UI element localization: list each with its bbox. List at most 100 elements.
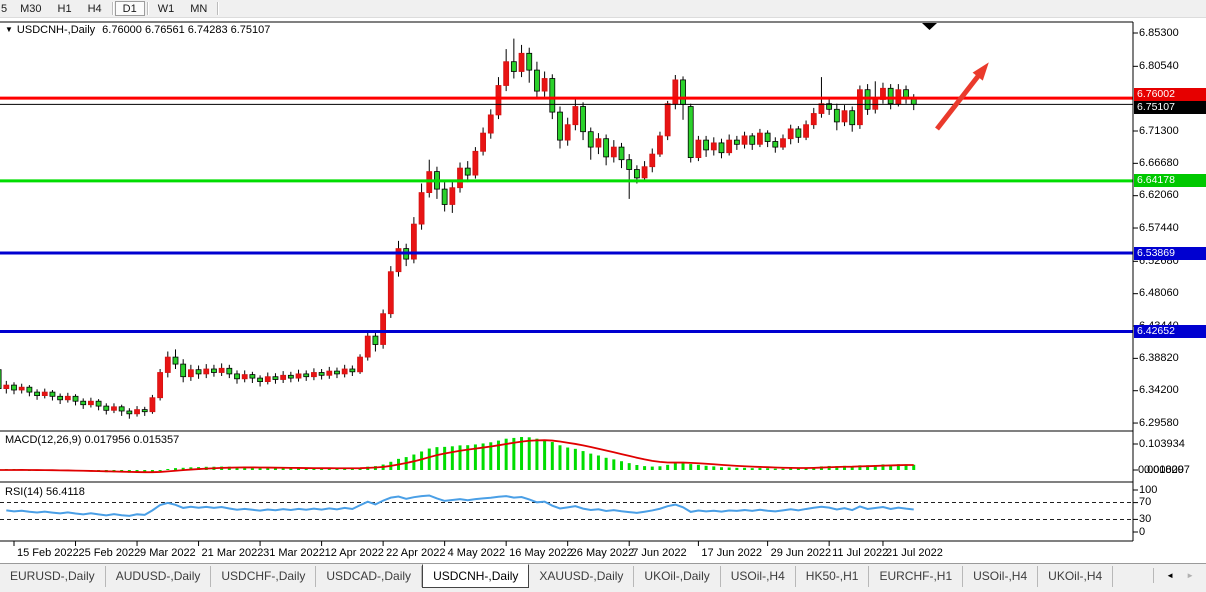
macd-histogram-bar: [743, 468, 746, 470]
bear-candle: [888, 88, 893, 103]
timeframe-button-5[interactable]: 5: [0, 1, 12, 16]
bear-candle: [73, 396, 78, 401]
macd-histogram-bar: [689, 464, 692, 470]
rsi-scale-label: 100: [1139, 484, 1157, 497]
macd-histogram-bar: [443, 447, 446, 470]
price-tick-label: 6.29580: [1139, 417, 1179, 430]
macd-histogram-bar: [674, 463, 677, 470]
bear-candle: [235, 374, 240, 379]
bear-candle: [627, 160, 632, 170]
bull-candle: [657, 136, 662, 154]
bull-candle: [450, 188, 455, 205]
macd-histogram-bar: [597, 455, 600, 470]
bear-candle: [750, 136, 755, 144]
rsi-scale-label: 70: [1139, 496, 1151, 509]
timeframe-button-d1[interactable]: D1: [115, 1, 145, 16]
tab-xauusd-daily[interactable]: XAUUSD-,Daily: [529, 566, 634, 587]
tab-ukoil-daily[interactable]: UKOil-,Daily: [634, 566, 720, 587]
macd-histogram-bar: [635, 465, 638, 470]
bull-candle: [88, 401, 93, 405]
bear-candle: [373, 336, 378, 344]
bull-candle: [650, 154, 655, 167]
bear-candle: [58, 396, 63, 400]
tab-usdcnh-daily[interactable]: USDCNH-,Daily: [422, 564, 529, 588]
tab-usdcad-daily[interactable]: USDCAD-,Daily: [316, 566, 422, 587]
tab-hk50-h1[interactable]: HK50-,H1: [796, 566, 870, 587]
bull-candle: [804, 125, 809, 138]
bear-candle: [104, 406, 109, 410]
macd-histogram-bar: [589, 454, 592, 470]
bull-candle: [358, 357, 363, 372]
bull-candle: [611, 147, 616, 157]
tab-usoil-h4[interactable]: USOil-,H4: [721, 566, 796, 587]
timeframe-button-w1[interactable]: W1: [150, 1, 183, 16]
bear-candle: [465, 168, 470, 175]
bull-candle: [696, 140, 701, 158]
date-label: 25 Feb 2022: [79, 547, 141, 560]
bull-candle: [542, 79, 547, 92]
date-label: 11 Jul 2022: [832, 547, 888, 560]
price-badge: 6.64178: [1134, 174, 1206, 187]
macd-histogram-bar: [682, 462, 685, 470]
macd-histogram-bar: [459, 445, 462, 470]
tab-eurusd-daily[interactable]: EURUSD-,Daily: [0, 566, 106, 587]
bull-candle: [481, 133, 486, 151]
macd-histogram-bar: [451, 446, 454, 470]
bear-candle: [350, 369, 355, 372]
macd-histogram-bar: [543, 440, 546, 470]
bull-candle: [42, 392, 47, 396]
bear-candle: [773, 142, 778, 148]
bull-candle: [4, 385, 9, 389]
tab-eurchf-h1[interactable]: EURCHF-,H1: [869, 566, 963, 587]
bull-candle: [757, 133, 762, 144]
bull-candle: [488, 115, 493, 133]
timeframe-button-h1[interactable]: H1: [50, 1, 80, 16]
toolbar-separator: [112, 2, 113, 15]
trend-arrow-object[interactable]: [937, 62, 989, 129]
macd-histogram-bar: [605, 458, 608, 470]
tab-usdchf-daily[interactable]: USDCHF-,Daily: [211, 566, 316, 587]
bear-candle: [796, 129, 801, 137]
bear-candle: [181, 364, 186, 377]
timeframe-button-mn[interactable]: MN: [182, 1, 215, 16]
bear-candle: [734, 140, 739, 144]
timeframe-button-m30[interactable]: M30: [12, 1, 49, 16]
macd-histogram-bar: [620, 461, 623, 470]
date-label: 21 Jul 2022: [886, 547, 943, 560]
toolbar-separator: [147, 2, 148, 15]
bull-candle: [165, 357, 170, 372]
tab-usoil-h4[interactable]: USOil-,H4: [963, 566, 1038, 587]
tab-ukoil-h4[interactable]: UKOil-,H4: [1038, 566, 1113, 587]
bear-candle: [550, 79, 555, 113]
price-badge: 6.75107: [1134, 101, 1206, 114]
macd-histogram-bar: [758, 468, 761, 470]
bear-candle: [12, 385, 17, 390]
macd-histogram-bar: [166, 469, 169, 470]
bear-candle: [304, 374, 309, 377]
bull-candle: [788, 129, 793, 139]
bear-candle: [850, 111, 855, 125]
price-tick-label: 6.38820: [1139, 352, 1179, 365]
macd-histogram-bar: [174, 468, 177, 470]
bear-candle: [634, 170, 639, 178]
bull-candle: [342, 369, 347, 374]
chart-shift-marker-icon[interactable]: [922, 23, 937, 30]
macd-histogram-bar: [782, 469, 785, 470]
bull-candle: [365, 336, 370, 357]
tab-audusd-daily[interactable]: AUDUSD-,Daily: [106, 566, 212, 587]
tab-scroll-left-icon[interactable]: ◄: [1166, 571, 1174, 580]
macd-histogram-bar: [159, 470, 162, 471]
symbol-name: USDCNH-,Daily: [17, 24, 95, 36]
bull-candle: [727, 140, 732, 153]
macd-histogram-bar: [735, 468, 738, 470]
tab-scroll-right-icon[interactable]: ►: [1186, 571, 1194, 580]
tab-scroll-arrows: ◄►: [1153, 568, 1206, 583]
macd-current-value-label: 0.018297: [1144, 464, 1190, 477]
timeframe-button-h4[interactable]: H4: [80, 1, 110, 16]
bull-candle: [473, 151, 478, 175]
macd-histogram-bar: [428, 449, 431, 470]
bull-candle: [19, 387, 24, 390]
date-label: 17 Jun 2022: [701, 547, 762, 560]
macd-histogram-bar: [697, 465, 700, 470]
